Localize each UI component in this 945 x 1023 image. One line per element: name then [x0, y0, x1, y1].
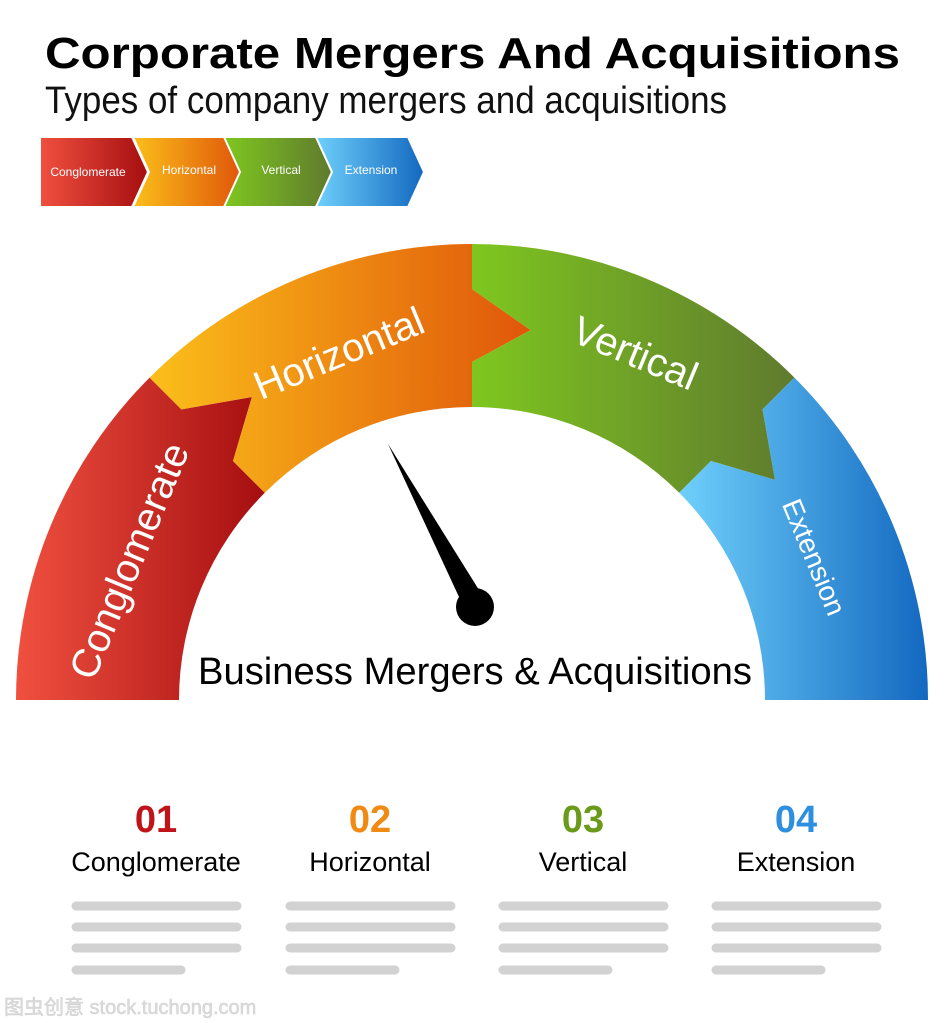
type-number: 03 — [562, 799, 604, 841]
chevron-label: Vertical — [261, 163, 300, 177]
type-item: 01 Conglomerate — [71, 799, 242, 975]
type-list: 01 Conglomerate 02 Horizontal 03 Vertical 04 Ex… — [71, 799, 882, 975]
watermark: 图虫创意 stock.tuchong.com — [4, 996, 256, 1019]
type-label: Conglomerate — [71, 847, 241, 877]
gauge: Conglomerate Horizontal Vertical Extensi… — [16, 244, 928, 700]
chevron-label: Conglomerate — [50, 165, 126, 179]
type-item: 03 Vertical — [498, 799, 669, 975]
gauge-center-label: Business Mergers & Acquisitions — [198, 651, 752, 693]
page-title: Corporate Mergers And Acquisitions — [45, 29, 900, 78]
needle — [388, 444, 484, 612]
type-number: 01 — [135, 799, 177, 841]
type-label: Horizontal — [309, 847, 431, 877]
type-label: Extension — [737, 847, 856, 877]
gauge-segment-vertical — [472, 244, 795, 493]
type-item: 04 Extension — [711, 799, 882, 975]
chevron-label: Extension — [345, 163, 398, 177]
chevron-label: Horizontal — [162, 163, 216, 177]
gauge-segment-conglomerate — [16, 377, 265, 700]
chevron-process-bar: Conglomerate Horizontal Vertical Extensi… — [39, 136, 426, 208]
page-subtitle: Types of company mergers and acquisition… — [45, 80, 727, 122]
type-number: 04 — [775, 799, 817, 841]
needle-pivot — [456, 588, 494, 626]
type-number: 02 — [349, 799, 391, 841]
gauge-segment-extension — [679, 377, 928, 700]
type-label: Vertical — [539, 847, 628, 877]
chevron-extension — [314, 136, 426, 208]
gauge-segment-horizontal — [149, 244, 531, 493]
type-item: 02 Horizontal — [285, 799, 456, 975]
